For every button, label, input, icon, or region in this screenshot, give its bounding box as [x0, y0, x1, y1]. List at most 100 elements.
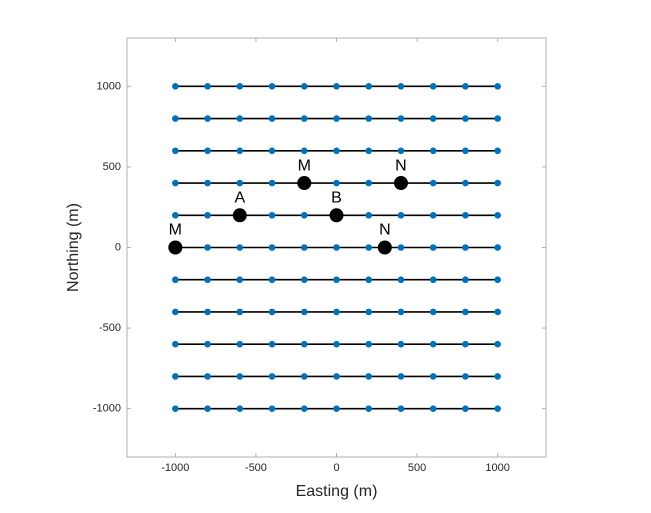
data-point — [268, 115, 276, 122]
annotation-point — [232, 208, 247, 223]
data-point — [494, 340, 501, 348]
data-point — [268, 405, 276, 412]
data-point — [204, 115, 211, 122]
data-point — [333, 179, 340, 187]
y-tick-label: -1000 — [93, 403, 121, 415]
data-point — [462, 276, 469, 284]
data-point — [236, 179, 244, 187]
y-tick-label: -500 — [99, 322, 121, 334]
data-point — [397, 147, 405, 155]
data-point — [268, 147, 276, 155]
data-point — [397, 244, 405, 251]
data-point — [365, 115, 373, 122]
data-point — [365, 373, 373, 380]
x-tick-label: -500 — [245, 462, 267, 474]
data-point — [429, 147, 437, 155]
data-point — [204, 340, 211, 348]
data-point — [462, 147, 469, 155]
data-point — [365, 276, 373, 284]
data-point — [397, 276, 405, 284]
data-point — [333, 373, 340, 380]
data-point — [494, 211, 501, 219]
y-tick-label: 1000 — [97, 80, 121, 92]
data-point — [429, 83, 437, 90]
data-point — [236, 115, 244, 122]
data-point — [462, 115, 469, 122]
data-point — [268, 211, 276, 219]
data-point — [494, 83, 501, 90]
x-tick-label: 0 — [333, 462, 339, 474]
annotation-point — [297, 176, 312, 191]
data-point — [429, 308, 437, 316]
data-point — [494, 373, 501, 380]
data-point — [300, 373, 308, 380]
data-point — [397, 211, 405, 219]
data-point — [236, 308, 244, 316]
annotation-label: N — [395, 157, 407, 174]
data-point — [300, 308, 308, 316]
data-point — [333, 244, 340, 251]
data-point — [333, 276, 340, 284]
data-point — [494, 147, 501, 155]
data-point — [236, 340, 244, 348]
y-tick-label: 0 — [115, 241, 121, 253]
data-point — [204, 211, 211, 219]
data-point — [236, 147, 244, 155]
data-point — [462, 179, 469, 187]
data-point — [365, 405, 373, 412]
data-point — [172, 179, 179, 187]
data-point — [300, 405, 308, 412]
data-point — [204, 308, 211, 316]
data-point — [333, 147, 340, 155]
data-point — [204, 276, 211, 284]
data-point — [268, 276, 276, 284]
annotation-point — [329, 208, 344, 223]
data-point — [429, 340, 437, 348]
data-point — [429, 179, 437, 187]
data-point — [494, 405, 501, 412]
data-point — [300, 147, 308, 155]
data-point — [397, 115, 405, 122]
data-point — [462, 211, 469, 219]
data-point — [333, 115, 340, 122]
annotation-label: B — [331, 189, 342, 206]
data-point — [204, 244, 211, 251]
data-point — [397, 373, 405, 380]
annotation-point — [377, 240, 392, 255]
x-tick-label: 1000 — [485, 462, 509, 474]
annotation-label: M — [169, 222, 182, 239]
data-point — [365, 83, 373, 90]
x-tick-label: -1000 — [161, 462, 189, 474]
data-point — [429, 211, 437, 219]
data-point — [429, 276, 437, 284]
data-point — [365, 308, 373, 316]
data-point — [300, 115, 308, 122]
data-point — [365, 340, 373, 348]
data-point — [494, 308, 501, 316]
data-point — [172, 83, 179, 90]
data-point — [300, 276, 308, 284]
data-point — [429, 115, 437, 122]
data-point — [204, 373, 211, 380]
data-point — [462, 340, 469, 348]
data-point — [494, 115, 501, 122]
data-point — [462, 244, 469, 251]
x-tick-label: 500 — [408, 462, 426, 474]
data-point — [236, 276, 244, 284]
data-point — [172, 276, 179, 284]
data-point — [268, 373, 276, 380]
data-point — [333, 308, 340, 316]
data-point — [236, 83, 244, 90]
annotation-label: N — [379, 222, 391, 239]
data-point — [172, 340, 179, 348]
y-tick-label: 500 — [103, 161, 121, 173]
data-point — [268, 244, 276, 251]
data-point — [268, 340, 276, 348]
data-point — [236, 373, 244, 380]
annotation-point — [168, 240, 183, 255]
data-point — [429, 405, 437, 412]
data-point — [462, 373, 469, 380]
y-axis-label: Northing (m) — [65, 203, 82, 292]
data-point — [333, 405, 340, 412]
